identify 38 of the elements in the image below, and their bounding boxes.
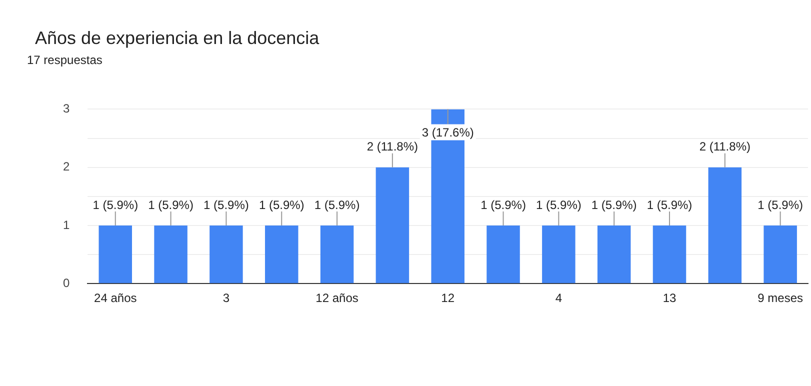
bar	[154, 225, 188, 284]
data-label: 1 (5.9%)	[92, 198, 138, 212]
bar	[98, 225, 132, 284]
x-tick-label: 24 años	[94, 291, 137, 306]
y-tick-label: 1	[62, 218, 70, 232]
data-label: 2 (11.8%)	[699, 140, 750, 154]
data-label: 1 (5.9%)	[591, 198, 637, 212]
data-label: 1 (5.9%)	[148, 198, 194, 212]
bar	[652, 225, 686, 284]
bar	[597, 225, 631, 284]
data-label: 1 (5.9%)	[646, 198, 692, 212]
bar	[542, 225, 576, 284]
bar	[376, 167, 410, 284]
bar	[320, 225, 354, 284]
bar	[486, 225, 520, 284]
y-tick-label: 0	[62, 276, 70, 290]
data-label: 1 (5.9%)	[536, 198, 582, 212]
x-tick-label: 12 años	[316, 291, 358, 306]
chart-title: Años de experiencia en la docencia	[35, 28, 320, 49]
x-tick-label: 9 meses	[758, 291, 804, 306]
chart-subtitle: 17 respuestas	[27, 53, 102, 67]
data-label: 3 (17.6%)	[422, 126, 474, 140]
bar	[210, 225, 243, 284]
y-tick-label: 2	[62, 160, 70, 174]
data-label: 1 (5.9%)	[204, 198, 249, 212]
data-label: 1 (5.9%)	[314, 198, 360, 212]
bar	[764, 225, 797, 284]
bar	[708, 167, 742, 284]
x-tick-label: 12	[441, 291, 455, 306]
x-tick-label: 13	[662, 291, 676, 306]
data-label: 1 (5.9%)	[480, 198, 526, 212]
x-tick-label: 3	[222, 291, 230, 306]
x-tick-label: 4	[555, 291, 562, 306]
data-label: 1 (5.9%)	[758, 198, 804, 212]
data-label: 2 (11.8%)	[366, 140, 418, 154]
data-label: 1 (5.9%)	[258, 198, 304, 212]
y-tick-label: 3	[62, 102, 70, 116]
bar	[264, 225, 298, 284]
